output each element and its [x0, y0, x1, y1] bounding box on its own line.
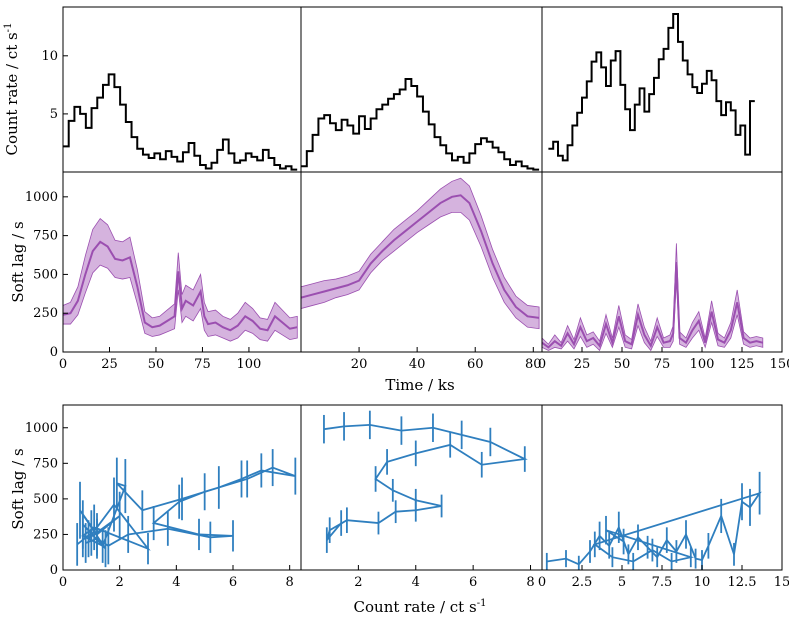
scatter-path-lag-vs-count-rate-2 [323, 424, 528, 541]
x-tick-label: 8 [286, 575, 294, 590]
panel-count-rate-1 [63, 73, 298, 171]
lightcurve-line-count-rate-2 [301, 78, 540, 171]
x-tick-label: 4 [172, 575, 180, 590]
y-tick-label: 500 [33, 492, 58, 507]
panel-frame-count-rate-1 [62, 6, 302, 173]
x-tick-label: 75 [654, 357, 671, 372]
y-tick-label: 500 [33, 267, 58, 282]
x-tick-label: 10 [694, 575, 711, 590]
lightcurve-line-count-rate-1 [63, 73, 298, 171]
panel-count-rate-2 [301, 78, 540, 171]
y-tick-label: 5 [50, 107, 58, 122]
lag-band-lag-vs-time-1 [63, 217, 298, 342]
panel-frame-lag-vs-count-rate-2 [300, 404, 543, 571]
x-tick-label: 0 [538, 357, 546, 372]
x-tick-label: 0 [59, 575, 67, 590]
panel-frame-lag-vs-time-2 [300, 171, 543, 353]
panel-lag-vs-count-rate-3 [545, 471, 762, 570]
y-tick-label: 250 [33, 527, 58, 542]
x-tick-label: 15 [774, 575, 789, 590]
x-tick-label: 2.5 [572, 575, 593, 590]
middle-y-axis-label: Soft lag / s [9, 221, 27, 302]
labels-layer: Count rate / ct s-1 Soft lag / s Time / … [3, 23, 486, 616]
x-tick-label: 7.5 [652, 575, 673, 590]
panel-frame-count-rate-2 [300, 6, 543, 173]
y-tick-label: 0 [50, 563, 58, 578]
y-tick-label: 1000 [25, 190, 58, 205]
lag-line-lag-vs-time-1 [63, 240, 298, 332]
x-tick-label: 125 [730, 357, 755, 372]
x-tick-label: 2 [116, 575, 124, 590]
x-tick-label: 50 [148, 357, 165, 372]
x-tick-label: 80 [525, 357, 542, 372]
x-tick-label: 50 [614, 357, 631, 372]
x-tick-label: 25 [574, 357, 591, 372]
scatter-path-lag-vs-count-rate-1 [76, 466, 296, 551]
x-tick-label: 6 [469, 575, 477, 590]
y-tick-label: 750 [33, 229, 58, 244]
x-tick-label: 2 [354, 575, 362, 590]
scatter-path-lag-vs-count-rate-3 [546, 491, 762, 566]
x-tick-label: 5 [618, 575, 626, 590]
y-tick-label: 250 [33, 306, 58, 321]
middle-x-axis-label: Time / ks [385, 376, 454, 394]
x-tick-label: 150 [770, 357, 789, 372]
y-tick-label: 10 [41, 49, 58, 64]
panel-lag-vs-count-rate-1 [76, 449, 297, 568]
panel-lag-vs-time-2 [301, 177, 540, 330]
panel-lag-vs-count-rate-2 [323, 410, 528, 553]
x-tick-label: 12.5 [728, 575, 757, 590]
panel-lag-vs-time-3 [542, 243, 764, 352]
panel-frame-lag-vs-count-rate-3 [541, 404, 783, 571]
y-tick-label: 750 [33, 456, 58, 471]
lag-band-lag-vs-time-2 [301, 177, 540, 330]
x-tick-label: 6 [229, 575, 237, 590]
bottom-y-axis-label: Soft lag / s [9, 448, 27, 529]
x-tick-label: 4 [412, 575, 420, 590]
x-tick-label: 25 [101, 357, 118, 372]
x-tick-label: 0 [59, 357, 67, 372]
x-tick-label: 100 [237, 357, 262, 372]
bottom-x-axis-label: Count rate / ct s-1 [354, 598, 487, 616]
x-tick-label: 40 [409, 357, 426, 372]
x-tick-label: 75 [194, 357, 211, 372]
top-y-axis-label: Count rate / ct s-1 [3, 23, 21, 156]
x-tick-label: 60 [467, 357, 484, 372]
x-tick-label: 8 [526, 575, 534, 590]
lightcurve-line-count-rate-3 [548, 12, 755, 162]
lines-layer [63, 12, 764, 570]
x-tick-label: 100 [690, 357, 715, 372]
lag-line-lag-vs-time-3 [542, 261, 764, 349]
panel-count-rate-3 [548, 12, 755, 162]
panel-lag-vs-time-1 [63, 217, 298, 342]
y-tick-label: 1000 [25, 421, 58, 436]
lag-line-lag-vs-time-2 [301, 194, 540, 319]
y-tick-label: 0 [50, 345, 58, 360]
x-tick-label: 20 [351, 357, 368, 372]
x-tick-label: 0 [538, 575, 546, 590]
